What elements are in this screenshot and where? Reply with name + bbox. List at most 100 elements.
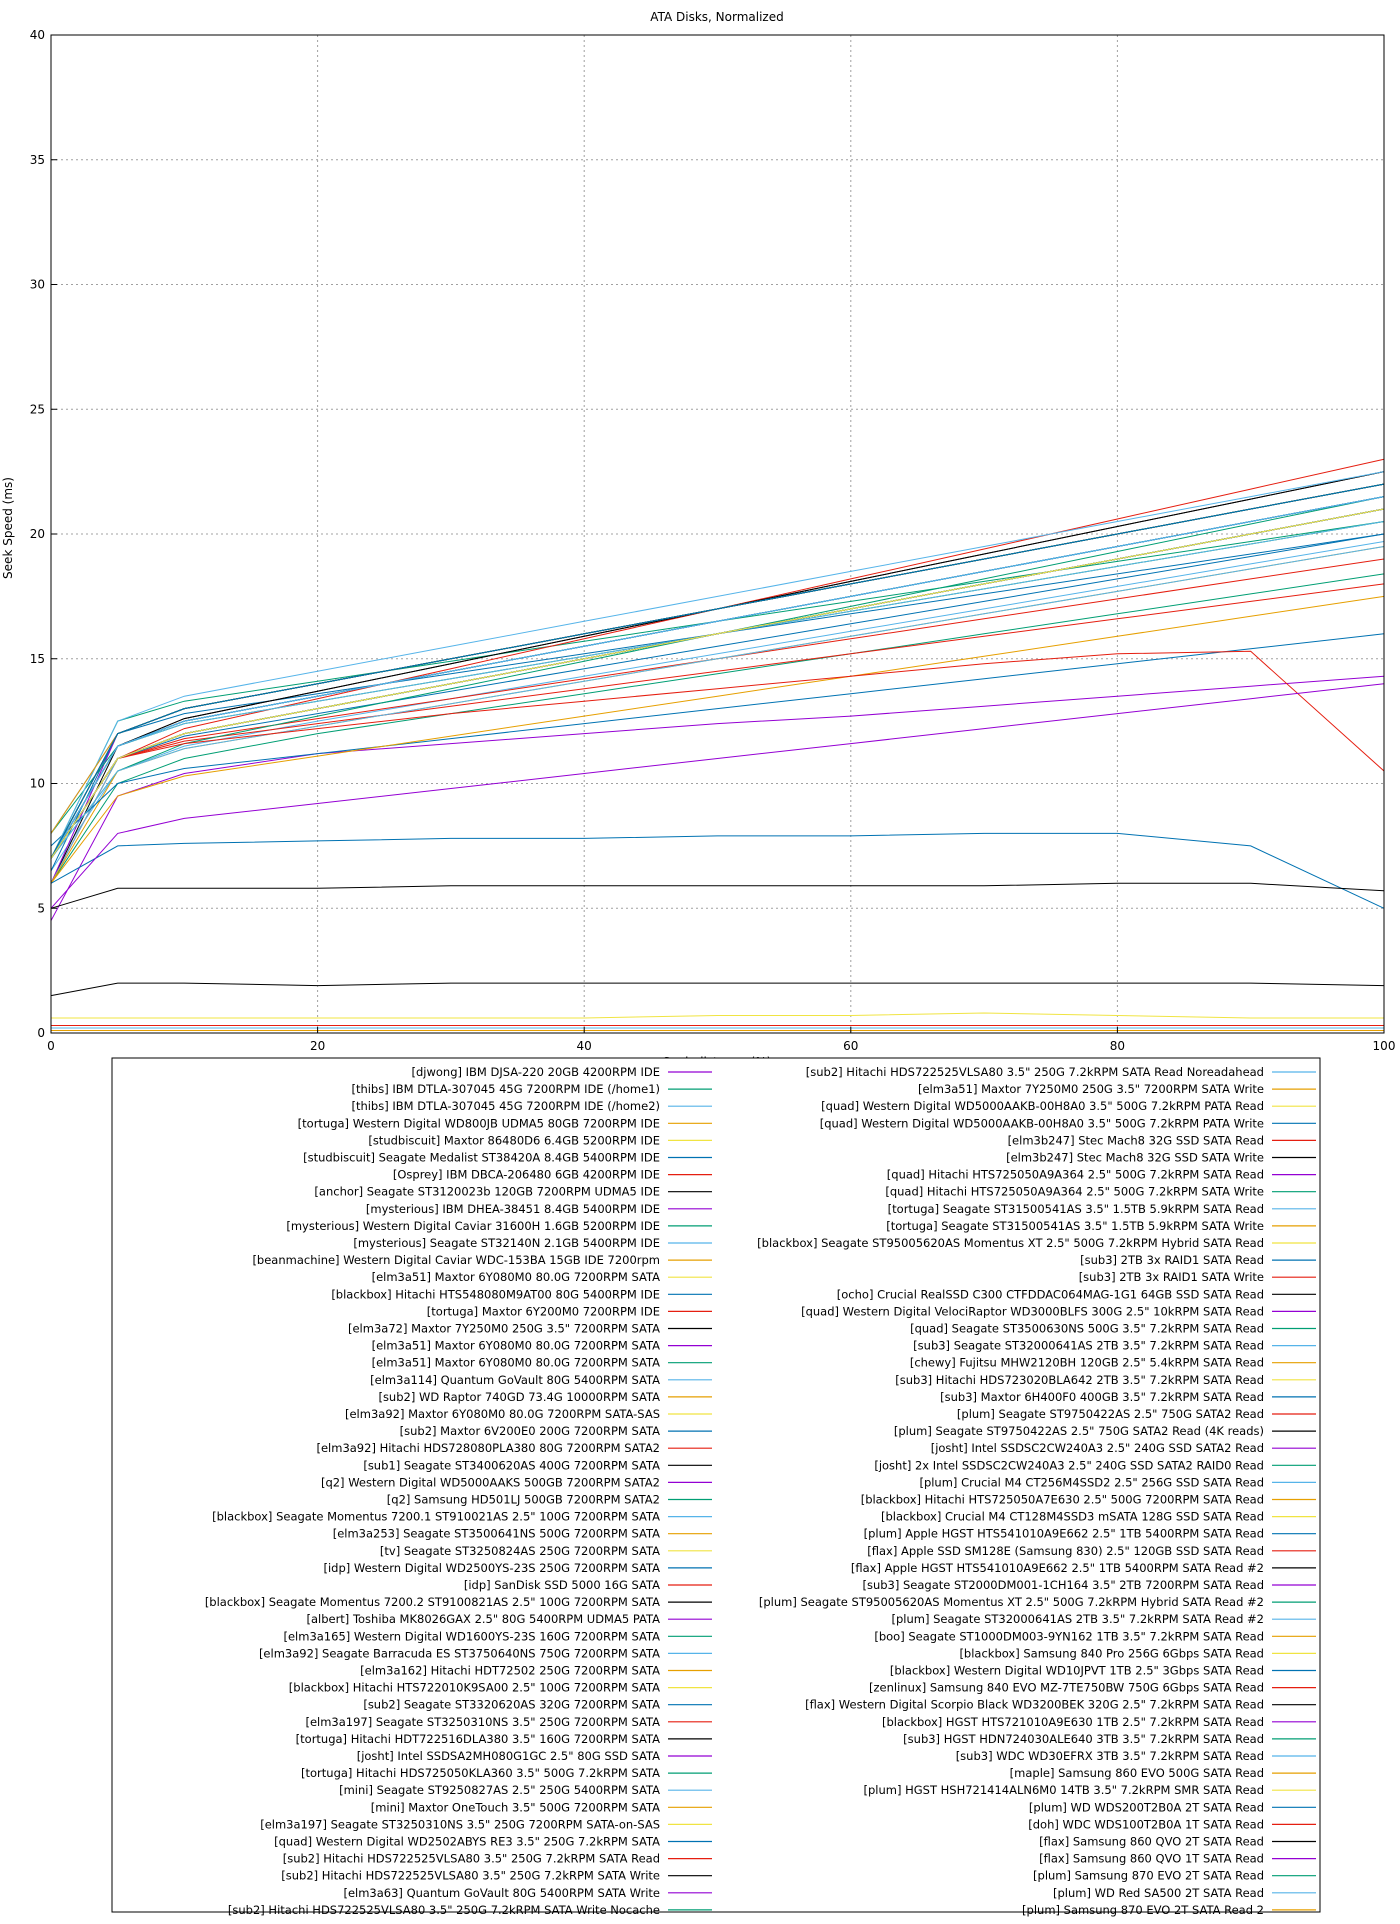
- legend-entry-label: [elm3a92] Hitachi HDS728080PLA380 80G 72…: [316, 1441, 660, 1455]
- legend-entry-label: [elm3a51] Maxtor 7Y250M0 250G 3.5" 7200R…: [918, 1082, 1264, 1096]
- legend-entry-label: [djwong] IBM DJSA-220 20GB 4200RPM IDE: [411, 1065, 660, 1079]
- y-tick-label: 25: [30, 402, 45, 416]
- series-line: [50, 508, 1385, 859]
- legend-entry-label: [sub3] Maxtor 6H400F0 400GB 3.5" 7.2kRPM…: [940, 1390, 1264, 1404]
- x-tick-label: 20: [310, 1039, 325, 1053]
- legend-entry-label: [blackbox] Seagate Momentus 7200.1 ST910…: [212, 1510, 660, 1524]
- legend-entry-label: [sub2] WD Raptor 740GD 73.4G 10000RPM SA…: [378, 1390, 660, 1404]
- series-line: [50, 521, 1385, 859]
- legend-entry-label: [sub1] Seagate ST3400620AS 400G 7200RPM …: [363, 1458, 660, 1472]
- legend-entry-label: [elm3a63] Quantum GoVault 80G 5400RPM SA…: [343, 1886, 660, 1900]
- legend-entry-label: [elm3a197] Seagate ST3250310NS 3.5" 250G…: [305, 1715, 660, 1729]
- legend-entry-label: [Osprey] IBM DBCA-206480 6GB 4200RPM IDE: [393, 1168, 660, 1182]
- legend-entry-label: [elm3a114] Quantum GoVault 80G 5400RPM S…: [370, 1373, 660, 1387]
- legend-entry-label: [tv] Seagate ST3250824AS 250G 7200RPM SA…: [380, 1544, 660, 1558]
- legend-entry-label: [mini] Maxtor OneTouch 3.5" 500G 7200RPM…: [371, 1800, 660, 1814]
- legend-entry-label: [sub3] Seagate ST2000DM001-1CH164 3.5" 2…: [862, 1578, 1264, 1592]
- series-line: [50, 583, 1385, 859]
- grid-lines: [51, 35, 1384, 1033]
- legend-entry-label: [sub3] HGST HDN724030ALE640 3TB 3.5" 7.2…: [903, 1732, 1264, 1746]
- legend-entry-label: [blackbox] Hitachi HTS725050A7E630 2.5" …: [861, 1493, 1264, 1507]
- series-line: [50, 675, 1385, 921]
- legend-entry-label: [sub2] Hitachi HDS722525VLSA80 3.5" 250G…: [228, 1903, 660, 1917]
- y-axis-label: Seek Speed (ms): [1, 477, 15, 579]
- legend-entry-label: [q2] Samsung HD501LJ 500GB 7200RPM SATA2: [387, 1493, 660, 1507]
- legend-entry-label: [quad] Seagate ST3500630NS 500G 3.5" 7.2…: [910, 1322, 1264, 1336]
- legend-entry-label: [plum] Apple HGST HTS541010A9E662 2.5" 1…: [864, 1527, 1264, 1541]
- series-line: [50, 882, 1385, 909]
- legend-entry-label: [plum] WD WDS200T2B0A 2T SATA Read: [1029, 1800, 1264, 1814]
- legend-entry-label: [blackbox] Hitachi HTS722010K9SA00 2.5" …: [289, 1681, 660, 1695]
- series-line: [50, 650, 1385, 859]
- legend-entry-label: [sub2] Hitachi HDS722525VLSA80 3.5" 250G…: [806, 1065, 1264, 1079]
- series-line: [50, 521, 1385, 859]
- y-tick-label: 10: [30, 777, 45, 791]
- legend-entry-label: [sub2] Hitachi HDS722525VLSA80 3.5" 250G…: [281, 1869, 660, 1883]
- legend-entry-label: [flax] Apple SSD SM128E (Samsung 830) 2.…: [867, 1544, 1264, 1558]
- legend-entry-label: [sub2] Hitachi HDS722525VLSA80 3.5" 250G…: [283, 1852, 660, 1866]
- series-line: [50, 573, 1385, 884]
- legend-entry-label: [elm3a162] Hitachi HDT72502 250G 7200RPM…: [360, 1664, 660, 1678]
- legend-entry-label: [quad] Western Digital VelociRaptor WD30…: [801, 1304, 1264, 1318]
- y-tick-label: 40: [30, 28, 45, 42]
- legend-entry-label: [plum] Seagate ST9750422AS 2.5" 750G SAT…: [894, 1424, 1264, 1438]
- legend-entry-label: [elm3b247] Stec Mach8 32G SSD SATA Write: [1006, 1151, 1264, 1165]
- series-line: [50, 982, 1385, 997]
- legend-entry-label: [blackbox] Seagate ST95005620AS Momentus…: [757, 1236, 1264, 1250]
- legend-entry-label: [elm3b247] Stec Mach8 32G SSD SATA Read: [1008, 1133, 1264, 1147]
- legend-entry-label: [sub3] 2TB 3x RAID1 SATA Read: [1080, 1253, 1264, 1267]
- legend-box: [111, 1057, 1321, 1913]
- legend-entry-label: [flax] Apple HGST HTS541010A9E662 2.5" 1…: [851, 1561, 1264, 1575]
- legend-entry-label: [tortuga] Maxtor 6Y200M0 7200RPM IDE: [427, 1304, 660, 1318]
- legend-entry-label: [quad] Hitachi HTS725050A9A364 2.5" 500G…: [887, 1168, 1264, 1182]
- series-line: [50, 595, 1385, 884]
- series-line: [50, 546, 1385, 859]
- series-lines: [50, 458, 1385, 1031]
- series-line: [50, 533, 1385, 859]
- series-line: [50, 541, 1385, 872]
- legend-entry-label: [josht] Intel SSDSA2MH080G1GC 2.5" 80G S…: [357, 1749, 660, 1763]
- legend-entry-label: [elm3a165] Western Digital WD1600YS-23S …: [283, 1629, 660, 1643]
- legend-entry-label: [idp] Western Digital WD2500YS-23S 250G …: [323, 1561, 660, 1575]
- legend-entry-label: [quad] Western Digital WD5000AAKB-00H8A0…: [820, 1116, 1264, 1130]
- legend-entry-label: [tortuga] Western Digital WD800JB UDMA5 …: [298, 1116, 660, 1130]
- legend-entry-label: [boo] Seagate ST1000DM003-9YN162 1TB 3.5…: [874, 1629, 1264, 1643]
- legend-entry-label: [blackbox] Samsung 840 Pro 256G 6Gbps SA…: [959, 1646, 1264, 1660]
- legend-entry-label: [tortuga] Seagate ST31500541AS 3.5" 1.5T…: [886, 1219, 1264, 1233]
- legend-entry-label: [elm3a51] Maxtor 6Y080M0 80.0G 7200RPM S…: [372, 1270, 661, 1284]
- legend-entry-label: [blackbox] HGST HTS721010A9E630 1TB 2.5"…: [882, 1715, 1264, 1729]
- legend-entry-label: [plum] Crucial M4 CT256M4SSD2 2.5" 256G …: [919, 1475, 1264, 1489]
- legend-entry-label: [plum] HGST HSH721414ALN6M0 14TB 3.5" 7.…: [863, 1783, 1264, 1797]
- y-tick-label: 35: [30, 153, 45, 167]
- legend-entry-label: [sub3] Hitachi HDS723020BLA642 2TB 3.5" …: [895, 1373, 1264, 1387]
- x-tick-label: 80: [1110, 1039, 1125, 1053]
- y-tick-label: 20: [30, 527, 45, 541]
- legend-entry-label: [tortuga] Hitachi HDT722516DLA380 3.5" 1…: [296, 1732, 660, 1746]
- legend-entry-label: [plum] Seagate ST95005620AS Momentus XT …: [759, 1595, 1264, 1609]
- legend-entry-label: [q2] Western Digital WD5000AAKS 500GB 72…: [321, 1475, 660, 1489]
- legend-entry-label: [maple] Samsung 860 EVO 500G SATA Read: [1010, 1766, 1264, 1780]
- legend-entry-label: [zenlinux] Samsung 840 EVO MZ-7TE750BW 7…: [869, 1681, 1264, 1695]
- legend-entry-label: [studbiscuit] Maxtor 86480D6 6.4GB 5200R…: [368, 1133, 660, 1147]
- legend-entry-label: [josht] Intel SSDSC2CW240A3 2.5" 240G SS…: [931, 1441, 1264, 1455]
- legend-entry-label: [beanmachine] Western Digital Caviar WDC…: [252, 1253, 660, 1267]
- y-tick-label: 30: [30, 278, 45, 292]
- legend-entry-label: [sub2] Seagate ST3320620AS 320G 7200RPM …: [363, 1698, 660, 1712]
- legend-entry-label: [studbiscuit] Seagate Medalist ST38420A …: [303, 1151, 660, 1165]
- legend-entry-label: [elm3a197] Seagate ST3250310NS 3.5" 250G…: [260, 1817, 660, 1831]
- legend-entry-label: [tortuga] Hitachi HDS725050KLA360 3.5" 5…: [301, 1766, 660, 1780]
- legend-entry-label: [elm3a92] Seagate Barracuda ES ST3750640…: [259, 1646, 660, 1660]
- legend-entry-label: [blackbox] Crucial M4 CT128M4SSD3 mSATA …: [881, 1510, 1264, 1524]
- x-tick-label: 40: [577, 1039, 592, 1053]
- series-line: [50, 496, 1385, 859]
- legend-entry-label: [plum] Samsung 870 EVO 2T SATA Read: [1033, 1869, 1264, 1883]
- legend-entry-label: [flax] Samsung 860 QVO 1T SATA Read: [1039, 1852, 1264, 1866]
- legend-entry-label: [josht] 2x Intel SSDSC2CW240A3 2.5" 240G…: [874, 1458, 1264, 1472]
- legend-entry-label: [tortuga] Seagate ST31500541AS 3.5" 1.5T…: [888, 1202, 1264, 1216]
- series-line: [50, 471, 1385, 859]
- legend-entry-label: [blackbox] Western Digital WD10JPVT 1TB …: [890, 1664, 1264, 1678]
- legend-entry-label: [elm3a253] Seagate ST3500641NS 500G 7200…: [333, 1527, 660, 1541]
- series-line: [51, 1012, 1384, 1019]
